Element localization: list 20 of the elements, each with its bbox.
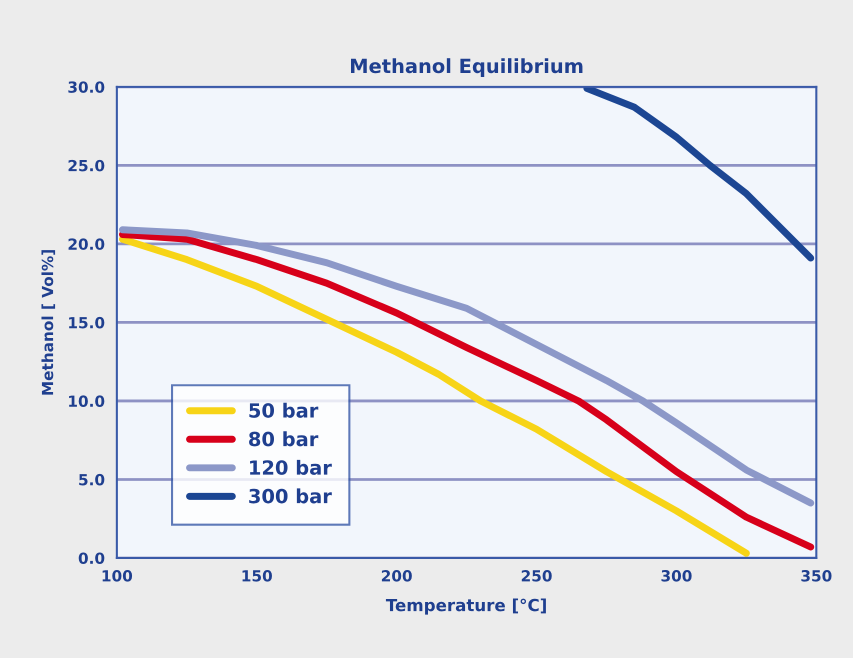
- legend-label: 120 bar: [250, 460, 332, 475]
- y-tick-label: 25.0: [68, 160, 104, 172]
- y-tick-label: 10.0: [69, 395, 104, 407]
- x-axis-title: Temperature [°C]: [386, 598, 546, 615]
- y-tick-label: 20.0: [68, 238, 104, 250]
- y-tick-label: 15.0: [69, 316, 104, 328]
- y-axis-title: Methanol [ Vol%]: [41, 250, 56, 395]
- x-tick-label: 350: [801, 570, 832, 582]
- legend-label: 50 bar: [249, 402, 318, 418]
- x-tick-label: 200: [382, 570, 412, 582]
- y-tick-label: 5.0: [79, 474, 104, 486]
- legend-label: 300 bar: [249, 488, 332, 504]
- y-tick-label: 0.0: [78, 552, 104, 564]
- legend-label: 80 bar: [249, 431, 318, 446]
- y-tick-label: 30.0: [68, 81, 104, 93]
- x-tick-label: 150: [242, 570, 272, 582]
- x-tick-label: 250: [522, 570, 552, 582]
- x-tick-label: 100: [102, 570, 132, 582]
- x-tick-label: 300: [662, 570, 692, 582]
- chart-title: Methanol Equilibrium: [351, 58, 582, 78]
